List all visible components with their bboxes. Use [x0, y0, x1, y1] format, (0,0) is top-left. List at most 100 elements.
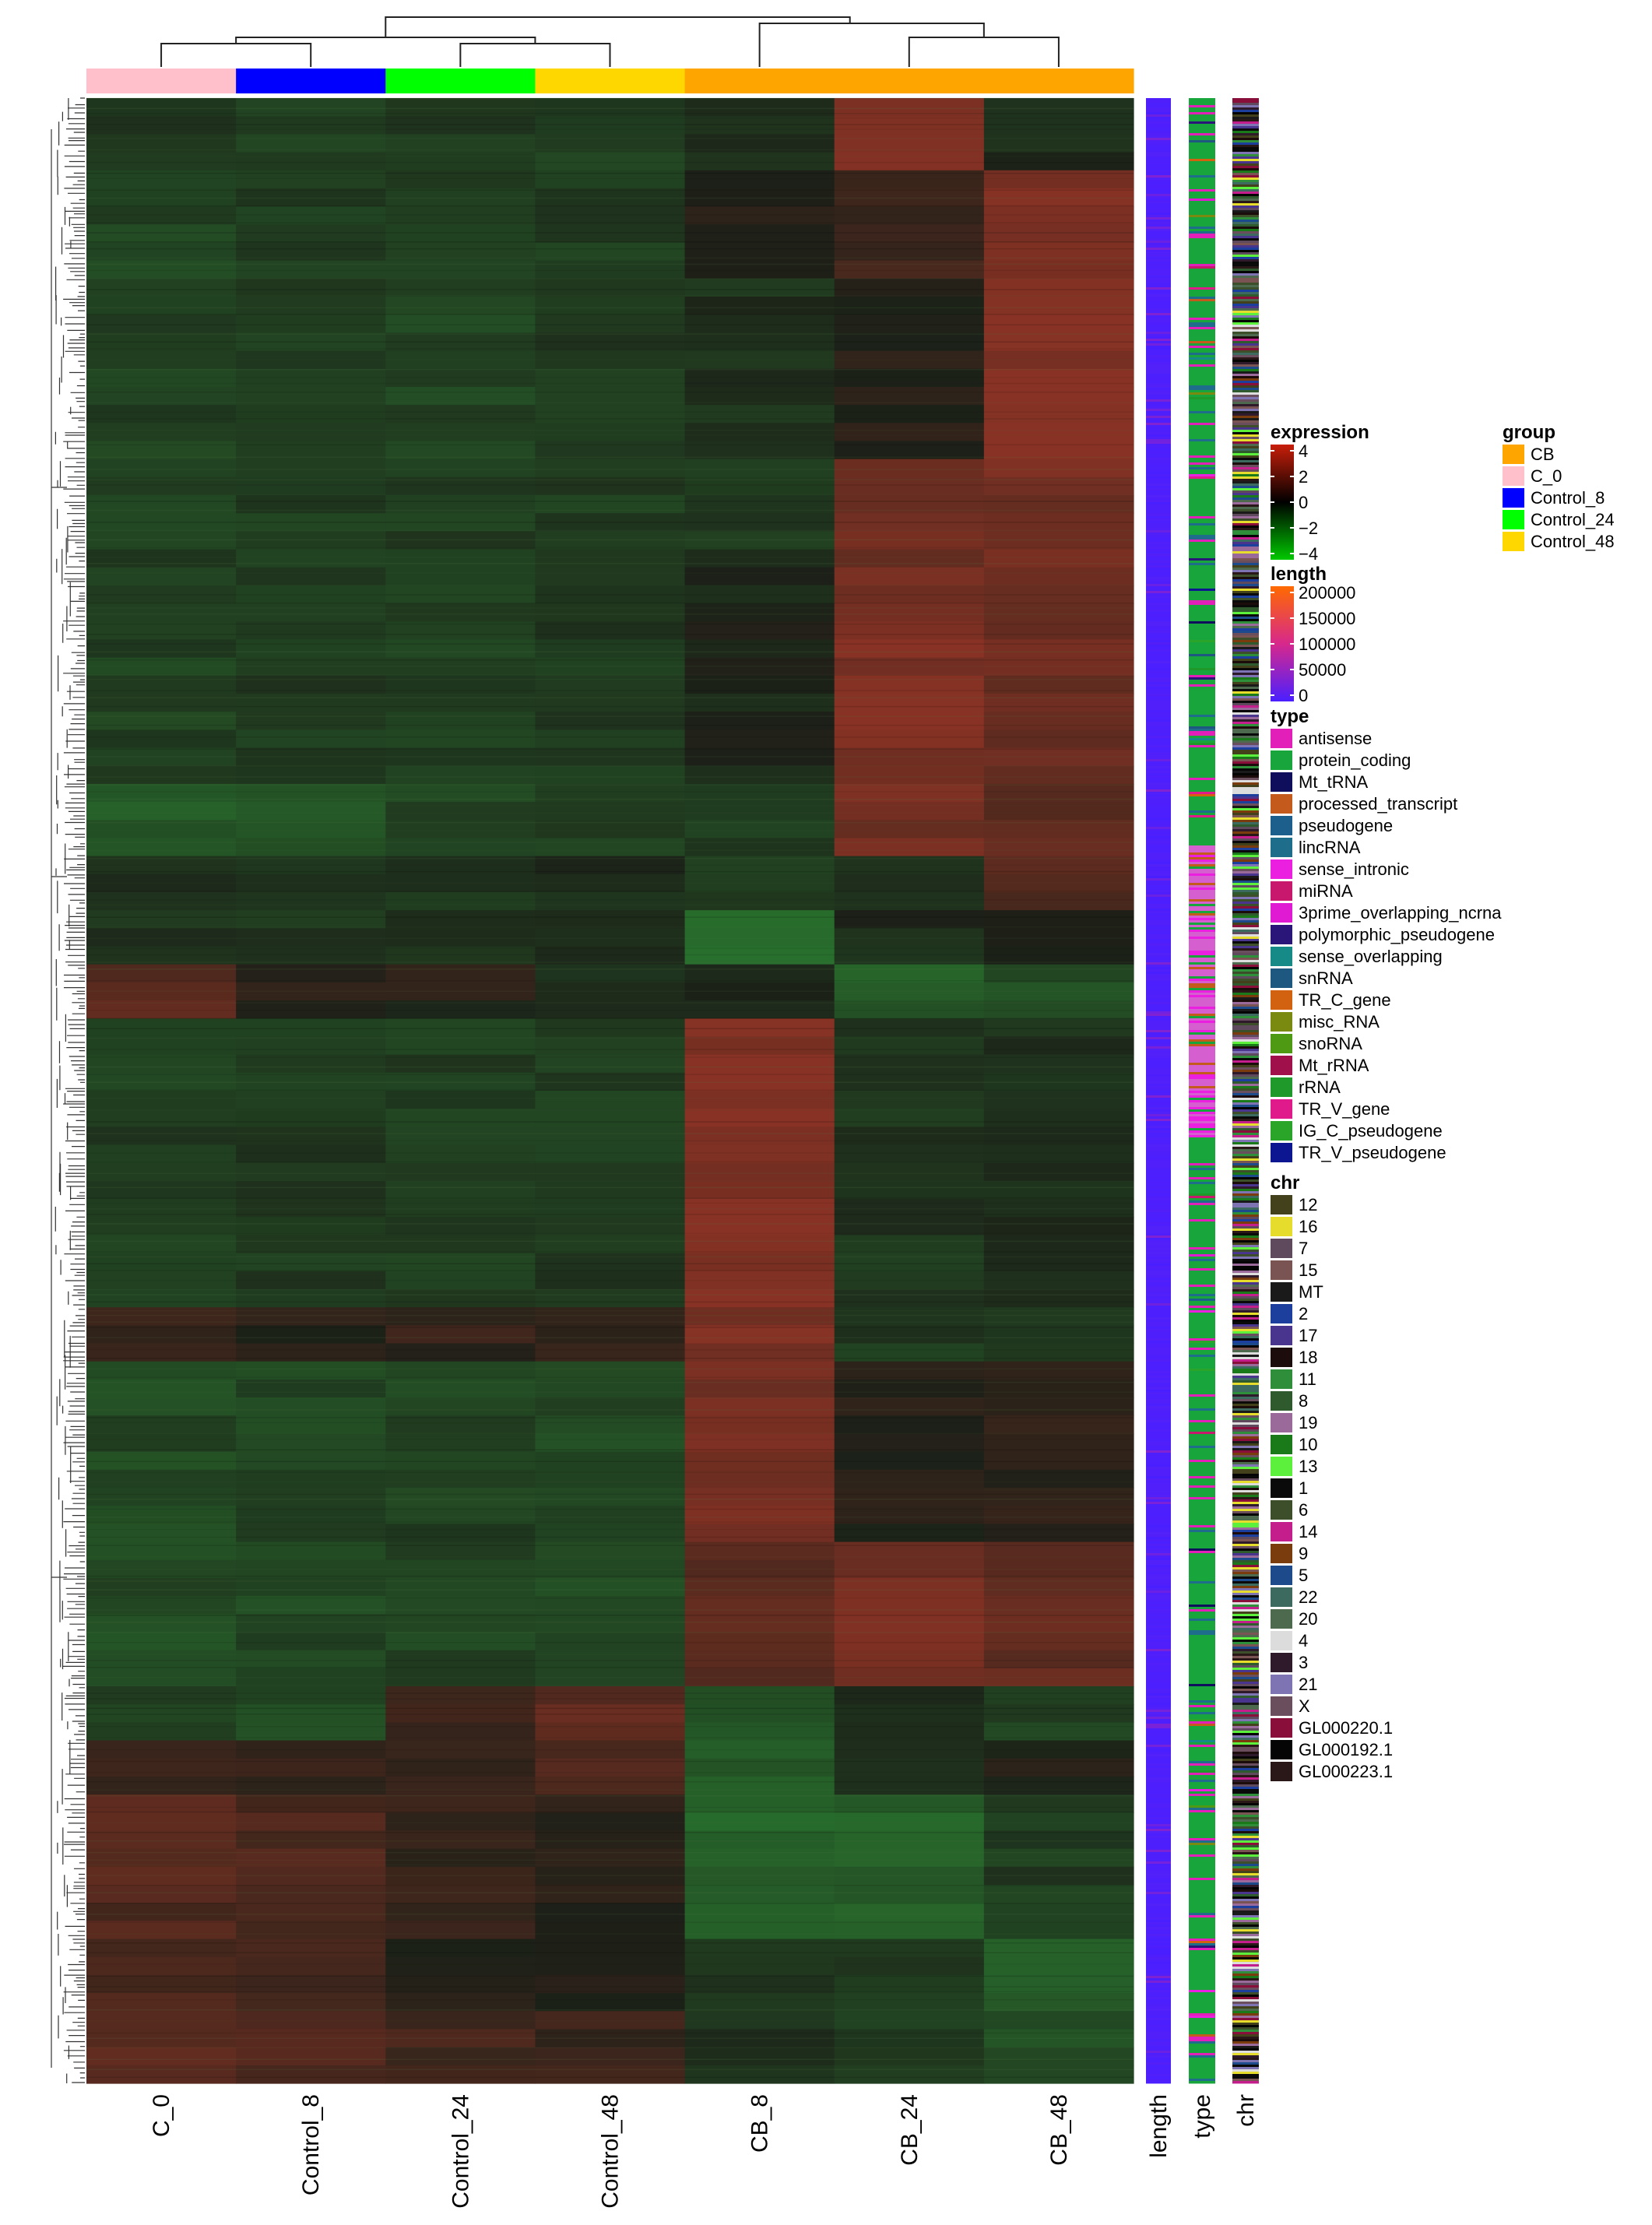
heatmap-cell	[86, 513, 237, 532]
chr-track-row	[1232, 990, 1259, 993]
chr-track-row	[1232, 1955, 1259, 1958]
chr-track-row	[1232, 904, 1259, 907]
type-track-row	[1189, 1999, 1215, 2002]
type-track-row	[1189, 645, 1215, 648]
legend-item-label: 16	[1299, 1217, 1317, 1236]
heatmap-cell	[86, 1903, 237, 1921]
heatmap-cell	[535, 1650, 686, 1669]
heatmap-cell	[86, 2065, 237, 2084]
type-track-row	[1189, 1775, 1215, 1778]
heatmap-cell	[236, 1577, 386, 1597]
heatmap-cell	[86, 603, 237, 622]
heatmap-cell	[86, 206, 237, 225]
type-track-row	[1189, 133, 1215, 136]
legend-swatch	[1271, 1457, 1292, 1476]
type-track-row	[1189, 705, 1215, 708]
length-track-row	[1146, 1826, 1171, 1830]
length-track-row	[1146, 1228, 1171, 1232]
type-track-row	[1189, 1154, 1215, 1157]
length-track-row	[1146, 1915, 1171, 1918]
type-track-row	[1189, 1469, 1215, 1472]
heatmap-cell	[535, 1235, 686, 1254]
type-track-row	[1189, 1240, 1215, 1243]
chr-track-row	[1232, 885, 1259, 888]
chr-track-row	[1232, 923, 1259, 926]
heatmap-cell	[834, 783, 985, 803]
length-track-row	[1146, 561, 1171, 564]
length-track-row	[1146, 507, 1171, 510]
heatmap-cell	[834, 982, 985, 1001]
heatmap-cell	[684, 1180, 835, 1200]
heatmap-cell	[535, 152, 686, 171]
heatmap-cell	[236, 1217, 386, 1236]
length-track-row	[1146, 1691, 1171, 1694]
type-track-row	[1189, 1331, 1215, 1334]
type-track-row	[1189, 1985, 1215, 1988]
type-track-row	[1189, 1658, 1215, 1661]
chr-track-row	[1232, 995, 1259, 998]
chr-track-row	[1232, 1140, 1259, 1143]
heatmap-cell	[983, 441, 1134, 460]
length-track-row	[1146, 1581, 1171, 1584]
heatmap-cell	[834, 712, 985, 730]
chr-track-row	[1232, 168, 1259, 171]
length-track-row	[1146, 138, 1171, 141]
type-track-row	[1189, 1609, 1215, 1612]
heatmap-cell	[684, 1235, 835, 1254]
chr-track-row	[1232, 1665, 1259, 1668]
length-track-row	[1146, 1901, 1171, 1904]
legend-swatch	[1271, 859, 1292, 879]
type-track-row	[1189, 154, 1215, 157]
length-track-row	[1146, 932, 1171, 935]
chr-track-row	[1232, 521, 1259, 524]
type-track-row	[1189, 1731, 1215, 1734]
type-track-row	[1189, 453, 1215, 456]
chr-track-row	[1232, 185, 1259, 188]
length-track-row	[1146, 1731, 1171, 1734]
chr-track-row	[1232, 1838, 1259, 1841]
type-track-row	[1189, 243, 1215, 246]
column-label: CB_24	[897, 2094, 923, 2166]
heatmap-cell	[385, 1830, 536, 1850]
chr-track-row	[1232, 1205, 1259, 1208]
heatmap-cell	[535, 1939, 686, 1958]
type-track-row	[1189, 1345, 1215, 1348]
chr-track-row	[1232, 1100, 1259, 1103]
length-track-row	[1146, 1387, 1171, 1390]
length-track-row	[1146, 801, 1171, 804]
type-track-row	[1189, 960, 1215, 963]
type-track-row	[1189, 579, 1215, 582]
chr-track-row	[1232, 399, 1259, 402]
heatmap-cell	[535, 873, 686, 893]
type-track-row	[1189, 306, 1215, 309]
heatmap-cell	[535, 1144, 686, 1164]
chr-track-row	[1232, 1460, 1259, 1463]
heatmap-cell	[535, 549, 686, 568]
heatmap-cell	[86, 549, 237, 568]
chr-track-row	[1232, 1137, 1259, 1141]
chr-track-row	[1232, 112, 1259, 115]
heatmap-cell	[834, 1325, 985, 1344]
chr-track-row	[1232, 1997, 1259, 2000]
length-track-row	[1146, 313, 1171, 316]
type-track-row	[1189, 593, 1215, 596]
chr-track-row	[1232, 691, 1259, 694]
type-track-row	[1189, 974, 1215, 977]
length-track-row	[1146, 1630, 1171, 1633]
length-track-row	[1146, 1273, 1171, 1276]
heatmap-cell	[236, 1903, 386, 1921]
chr-track-row	[1232, 504, 1259, 508]
chr-track-row	[1232, 836, 1259, 839]
heatmap-cell	[684, 982, 835, 1001]
chr-track-row	[1232, 1499, 1259, 1503]
length-track-row	[1146, 1735, 1171, 1738]
length-track-row	[1146, 467, 1171, 470]
chr-track-row	[1232, 1931, 1259, 1935]
heatmap-cell	[236, 712, 386, 730]
length-track-row	[1146, 149, 1171, 153]
type-track-row	[1189, 327, 1215, 330]
type-track-row	[1189, 416, 1215, 419]
legend-swatch	[1271, 903, 1292, 923]
heatmap-cell	[236, 1956, 386, 1976]
type-track-row	[1189, 626, 1215, 629]
